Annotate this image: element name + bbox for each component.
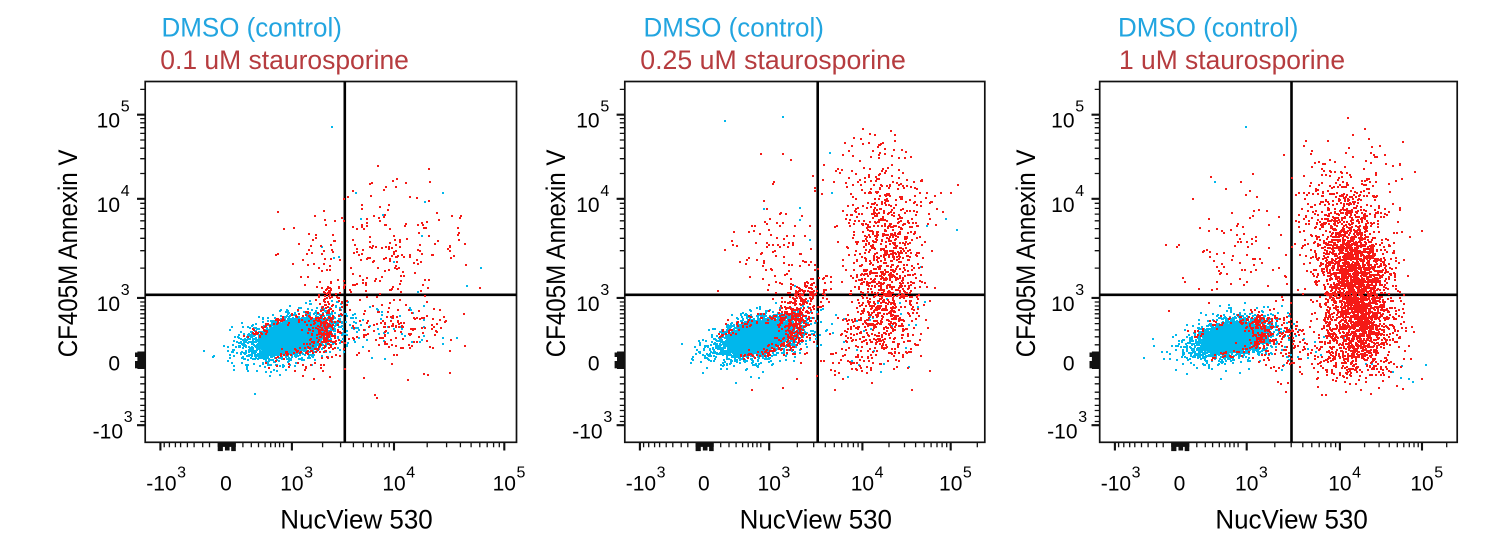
- svg-text:10: 10: [1235, 473, 1258, 496]
- svg-text:0: 0: [698, 473, 710, 496]
- svg-text:0: 0: [108, 353, 120, 376]
- svg-text:10: 10: [851, 473, 874, 496]
- svg-text:10: 10: [576, 194, 599, 217]
- svg-text:3: 3: [177, 465, 186, 482]
- svg-text:0: 0: [220, 473, 232, 496]
- svg-text:10: 10: [758, 473, 781, 496]
- svg-text:10: 10: [1051, 110, 1074, 133]
- svg-text:10: 10: [1051, 194, 1074, 217]
- svg-text:3: 3: [304, 465, 313, 482]
- svg-text:3: 3: [603, 409, 612, 426]
- svg-text:CF405M Annexin V: CF405M Annexin V: [53, 149, 83, 357]
- svg-text:3: 3: [121, 282, 130, 299]
- svg-text:4: 4: [600, 183, 609, 200]
- svg-text:5: 5: [1075, 99, 1084, 116]
- svg-text:NucView 530: NucView 530: [740, 504, 892, 534]
- svg-text:CF405M Annexin V: CF405M Annexin V: [1011, 149, 1041, 357]
- svg-text:3: 3: [600, 282, 609, 299]
- svg-text:3: 3: [124, 409, 133, 426]
- svg-text:1 uM staurosporine: 1 uM staurosporine: [1119, 45, 1345, 75]
- svg-text:0: 0: [1174, 473, 1186, 496]
- svg-text:10: 10: [939, 473, 962, 496]
- svg-text:4: 4: [121, 183, 130, 200]
- svg-text:-10: -10: [1047, 420, 1077, 443]
- svg-text:3: 3: [1259, 465, 1268, 482]
- svg-text:10: 10: [576, 110, 599, 133]
- svg-text:4: 4: [406, 465, 415, 482]
- svg-text:3: 3: [1078, 409, 1087, 426]
- svg-text:4: 4: [1352, 465, 1361, 482]
- svg-text:10: 10: [1410, 473, 1433, 496]
- svg-text:5: 5: [600, 99, 609, 116]
- svg-text:NucView 530: NucView 530: [1215, 504, 1367, 534]
- svg-text:0.25 uM staurosporine: 0.25 uM staurosporine: [640, 45, 906, 75]
- svg-text:10: 10: [382, 473, 405, 496]
- svg-text:4: 4: [875, 465, 884, 482]
- svg-text:-10: -10: [1101, 473, 1131, 496]
- svg-text:3: 3: [657, 465, 666, 482]
- svg-text:10: 10: [97, 110, 120, 133]
- svg-text:0: 0: [1063, 353, 1075, 376]
- svg-text:3: 3: [1132, 465, 1141, 482]
- svg-text:0: 0: [588, 353, 600, 376]
- svg-text:0.1 uM staurosporine: 0.1 uM staurosporine: [160, 45, 409, 75]
- svg-text:4: 4: [1075, 183, 1084, 200]
- svg-text:10: 10: [1328, 473, 1351, 496]
- svg-text:-10: -10: [146, 473, 176, 496]
- svg-text:10: 10: [576, 293, 599, 316]
- svg-text:CF405M Annexin V: CF405M Annexin V: [541, 150, 571, 358]
- svg-text:3: 3: [1075, 282, 1084, 299]
- svg-text:DMSO (control): DMSO (control): [1118, 12, 1298, 42]
- svg-text:DMSO (control): DMSO (control): [162, 12, 342, 42]
- svg-text:NucView 530: NucView 530: [280, 504, 432, 534]
- svg-text:5: 5: [963, 465, 972, 482]
- svg-text:5: 5: [517, 465, 526, 482]
- svg-text:10: 10: [97, 194, 120, 217]
- svg-text:-10: -10: [572, 420, 602, 443]
- svg-text:-10: -10: [93, 420, 123, 443]
- svg-text:3: 3: [781, 465, 790, 482]
- svg-text:-10: -10: [626, 473, 656, 496]
- svg-text:5: 5: [1434, 465, 1443, 482]
- svg-text:10: 10: [1051, 293, 1074, 316]
- svg-text:10: 10: [280, 473, 303, 496]
- svg-text:DMSO (control): DMSO (control): [644, 12, 824, 42]
- svg-text:5: 5: [121, 99, 130, 116]
- svg-text:10: 10: [493, 473, 516, 496]
- svg-text:10: 10: [97, 293, 120, 316]
